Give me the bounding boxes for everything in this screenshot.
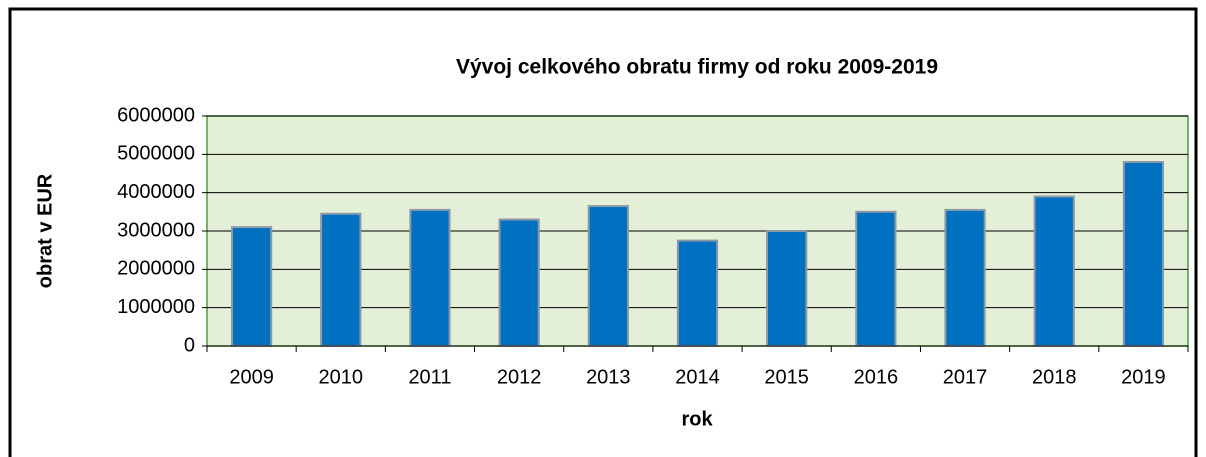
bar: [944, 208, 986, 347]
bar: [498, 218, 540, 347]
x-tick-label: 2011: [408, 366, 451, 388]
x-tick-label: 2019: [1121, 366, 1166, 388]
x-tick-label: 2010: [319, 366, 364, 388]
x-tick-label: 2017: [943, 366, 988, 388]
y-axis-label: obrat v EUR: [34, 173, 56, 288]
bar: [409, 208, 451, 347]
bar: [766, 230, 808, 347]
x-axis-label: rok: [681, 408, 713, 430]
x-tick-label: 2012: [497, 366, 542, 388]
y-tick-label: 6000000: [117, 104, 195, 126]
bar: [1033, 195, 1075, 347]
chart-title: Vývoj celkového obratu firmy od roku 200…: [456, 56, 938, 79]
bar: [320, 212, 362, 347]
x-tick-label: 2015: [764, 366, 809, 388]
x-tick-label: 2018: [1032, 366, 1077, 388]
x-tick-label: 2009: [229, 366, 274, 388]
y-tick-label: 4000000: [117, 181, 195, 203]
bar: [230, 226, 273, 348]
x-tick-label: 2014: [675, 366, 720, 388]
y-tick-label: 5000000: [117, 143, 195, 165]
y-tick-label: 2000000: [117, 258, 195, 280]
y-tick-label: 0: [184, 334, 195, 356]
x-tick-label: 2016: [854, 366, 899, 388]
bar: [676, 239, 719, 347]
y-tick-label: 3000000: [117, 219, 195, 241]
x-tick-label: 2013: [586, 366, 631, 388]
bar: [855, 210, 897, 347]
bar: [587, 205, 629, 347]
bar: [1122, 161, 1165, 347]
y-tick-label: 1000000: [117, 296, 195, 318]
